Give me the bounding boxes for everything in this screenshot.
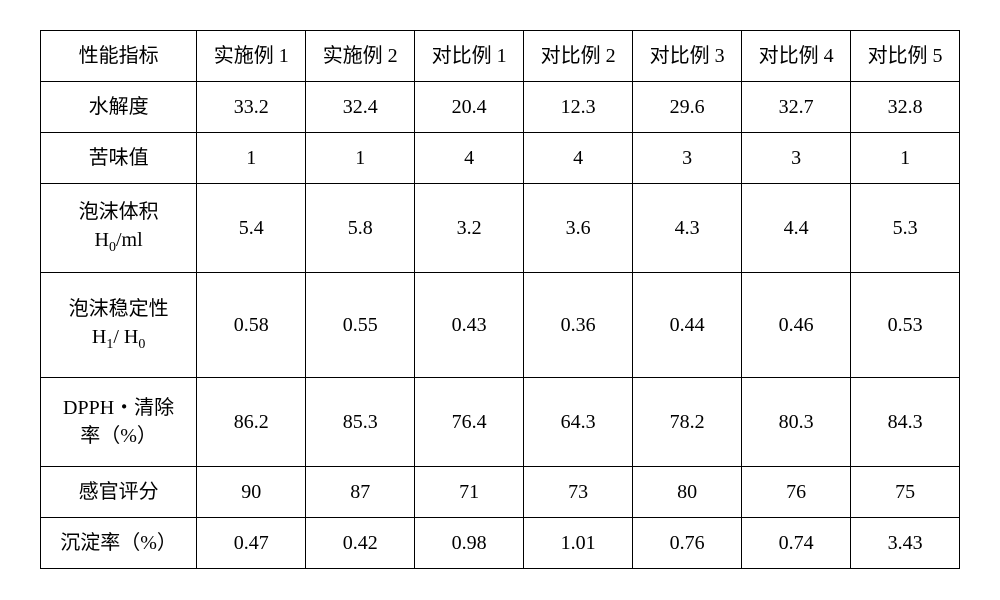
cell: 0.55: [306, 273, 415, 378]
row-label: 泡沫体积H0/ml: [41, 184, 197, 273]
header-col-6: 对比例 4: [742, 31, 851, 82]
header-row: 性能指标实施例 1实施例 2对比例 1对比例 2对比例 3对比例 4对比例 5: [41, 31, 960, 82]
table-row: 泡沫体积H0/ml5.45.83.23.64.34.45.3: [41, 184, 960, 273]
cell: 0.98: [415, 518, 524, 569]
cell: 84.3: [851, 378, 960, 467]
cell: 0.58: [197, 273, 306, 378]
table-head: 性能指标实施例 1实施例 2对比例 1对比例 2对比例 3对比例 4对比例 5: [41, 31, 960, 82]
table-row: 水解度33.232.420.412.329.632.732.8: [41, 82, 960, 133]
cell: 3: [633, 133, 742, 184]
cell: 73: [524, 467, 633, 518]
cell: 76.4: [415, 378, 524, 467]
cell: 5.3: [851, 184, 960, 273]
cell: 20.4: [415, 82, 524, 133]
cell: 3: [742, 133, 851, 184]
cell: 0.47: [197, 518, 306, 569]
row-label: 感官评分: [41, 467, 197, 518]
table-body: 水解度33.232.420.412.329.632.732.8苦味值114433…: [41, 82, 960, 569]
cell: 85.3: [306, 378, 415, 467]
header-col-7: 对比例 5: [851, 31, 960, 82]
cell: 80.3: [742, 378, 851, 467]
header-col-1: 实施例 1: [197, 31, 306, 82]
cell: 4.4: [742, 184, 851, 273]
row-label: 苦味值: [41, 133, 197, 184]
performance-table: 性能指标实施例 1实施例 2对比例 1对比例 2对比例 3对比例 4对比例 5 …: [40, 30, 960, 569]
cell: 71: [415, 467, 524, 518]
row-label: 沉淀率（%）: [41, 518, 197, 569]
header-col-5: 对比例 3: [633, 31, 742, 82]
cell: 29.6: [633, 82, 742, 133]
cell: 3.6: [524, 184, 633, 273]
cell: 80: [633, 467, 742, 518]
cell: 0.36: [524, 273, 633, 378]
cell: 1: [851, 133, 960, 184]
page: 性能指标实施例 1实施例 2对比例 1对比例 2对比例 3对比例 4对比例 5 …: [0, 0, 1000, 600]
cell: 0.53: [851, 273, 960, 378]
table-row: 感官评分90877173807675: [41, 467, 960, 518]
cell: 4: [524, 133, 633, 184]
cell: 87: [306, 467, 415, 518]
cell: 0.42: [306, 518, 415, 569]
cell: 0.44: [633, 273, 742, 378]
cell: 0.76: [633, 518, 742, 569]
table-row: DPPH・清除率（%）86.285.376.464.378.280.384.3: [41, 378, 960, 467]
cell: 76: [742, 467, 851, 518]
cell: 5.4: [197, 184, 306, 273]
cell: 5.8: [306, 184, 415, 273]
cell: 4.3: [633, 184, 742, 273]
cell: 1: [306, 133, 415, 184]
cell: 0.46: [742, 273, 851, 378]
cell: 0.74: [742, 518, 851, 569]
cell: 32.7: [742, 82, 851, 133]
cell: 64.3: [524, 378, 633, 467]
header-col-3: 对比例 1: [415, 31, 524, 82]
row-label: DPPH・清除率（%）: [41, 378, 197, 467]
cell: 32.8: [851, 82, 960, 133]
cell: 1.01: [524, 518, 633, 569]
cell: 3.2: [415, 184, 524, 273]
cell: 86.2: [197, 378, 306, 467]
cell: 78.2: [633, 378, 742, 467]
table-row: 沉淀率（%）0.470.420.981.010.760.743.43: [41, 518, 960, 569]
cell: 4: [415, 133, 524, 184]
cell: 3.43: [851, 518, 960, 569]
cell: 12.3: [524, 82, 633, 133]
header-col-2: 实施例 2: [306, 31, 415, 82]
cell: 33.2: [197, 82, 306, 133]
header-rowhead: 性能指标: [41, 31, 197, 82]
header-col-4: 对比例 2: [524, 31, 633, 82]
row-label: 水解度: [41, 82, 197, 133]
cell: 75: [851, 467, 960, 518]
row-label: 泡沫稳定性H1/ H0: [41, 273, 197, 378]
cell: 90: [197, 467, 306, 518]
table-row: 苦味值1144331: [41, 133, 960, 184]
cell: 32.4: [306, 82, 415, 133]
cell: 1: [197, 133, 306, 184]
table-row: 泡沫稳定性H1/ H00.580.550.430.360.440.460.53: [41, 273, 960, 378]
cell: 0.43: [415, 273, 524, 378]
